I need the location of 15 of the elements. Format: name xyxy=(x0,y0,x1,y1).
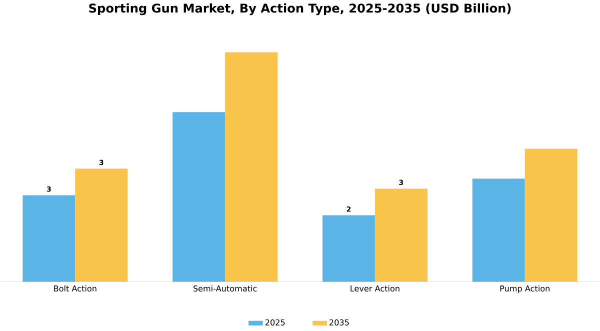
chart-title: Sporting Gun Market, By Action Type, 2025-2035 (USD Billion) xyxy=(89,3,511,16)
x-tick-label: Lever Action xyxy=(350,285,400,292)
bar xyxy=(524,148,578,282)
bar xyxy=(472,178,525,282)
x-tick-label: Semi-Automatic xyxy=(193,285,257,292)
legend-label: 2035 xyxy=(330,319,349,326)
x-tick-label: Bolt Action xyxy=(54,285,96,292)
bar xyxy=(75,168,128,282)
x-tick-label: Pump Action xyxy=(500,285,550,294)
bar xyxy=(172,112,226,282)
bar xyxy=(374,188,428,282)
bar xyxy=(22,195,76,282)
bar xyxy=(322,215,375,282)
bar xyxy=(225,52,278,282)
legend-label: 2025 xyxy=(265,319,285,326)
